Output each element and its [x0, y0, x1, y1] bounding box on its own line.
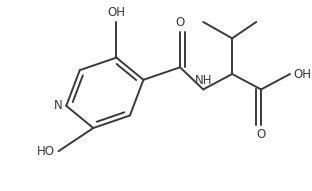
Text: OH: OH — [293, 67, 311, 81]
Text: OH: OH — [107, 6, 125, 19]
Text: O: O — [175, 16, 185, 29]
Text: NH: NH — [194, 74, 212, 87]
Text: HO: HO — [37, 145, 55, 158]
Text: O: O — [256, 128, 266, 141]
Text: N: N — [54, 99, 62, 112]
